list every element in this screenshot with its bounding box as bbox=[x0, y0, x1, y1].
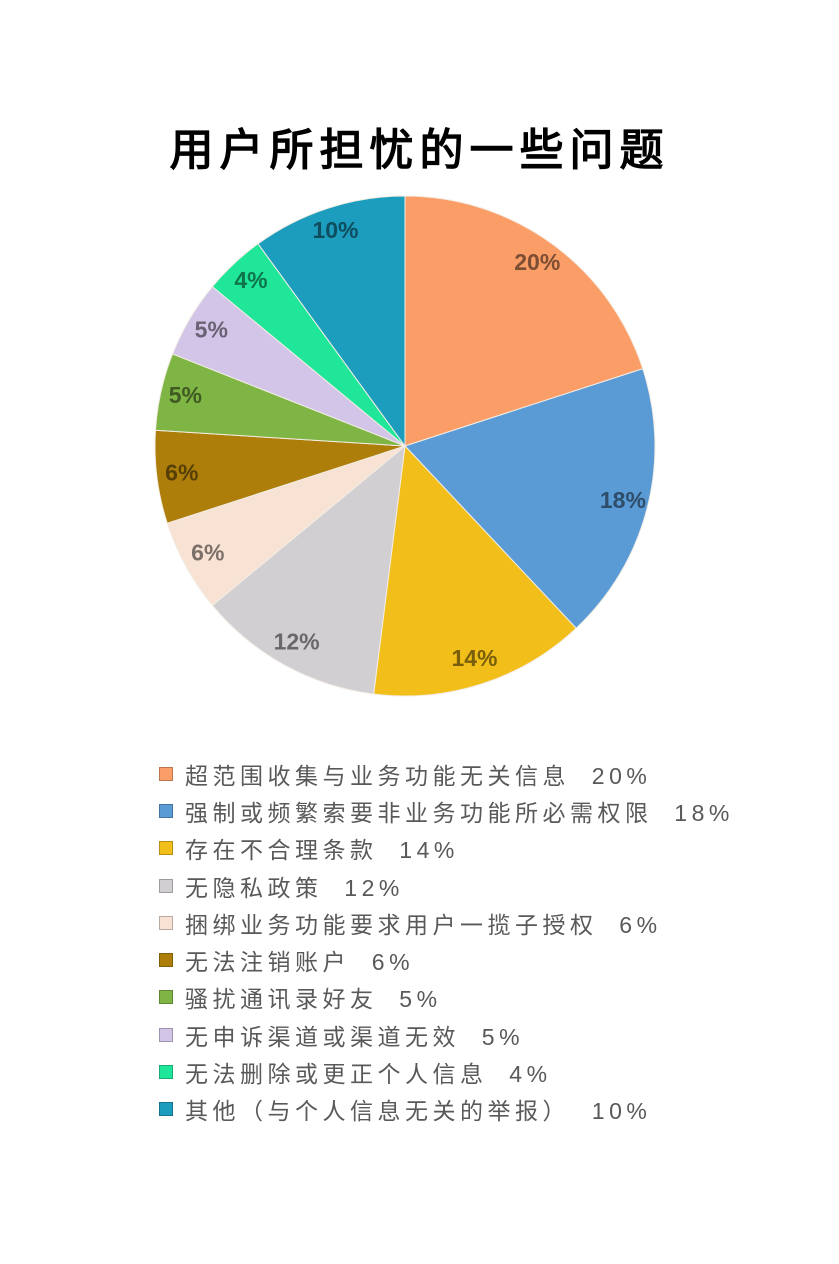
svg-text:18%: 18% bbox=[600, 487, 646, 513]
svg-text:14%: 14% bbox=[451, 645, 497, 671]
svg-text:5%: 5% bbox=[195, 317, 228, 343]
svg-text:20%: 20% bbox=[514, 249, 560, 275]
svg-text:6%: 6% bbox=[191, 539, 224, 565]
svg-text:10%: 10% bbox=[312, 217, 358, 243]
svg-text:6%: 6% bbox=[165, 459, 198, 485]
svg-text:4%: 4% bbox=[234, 267, 267, 293]
svg-text:5%: 5% bbox=[169, 382, 202, 408]
svg-text:12%: 12% bbox=[274, 628, 320, 654]
